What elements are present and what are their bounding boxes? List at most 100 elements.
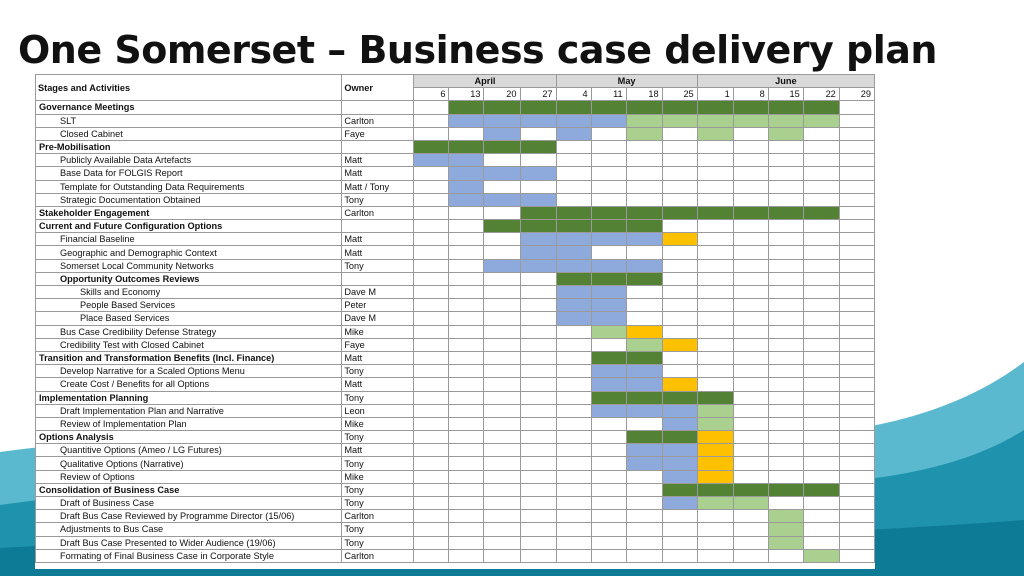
owner-cell: Faye [341, 337, 415, 352]
gantt-bar-cell [519, 245, 557, 260]
gantt-bar-cell [590, 232, 627, 247]
week-cell [483, 284, 521, 300]
gantt-bar-cell [519, 166, 557, 181]
week-cell [732, 430, 769, 445]
week-header: 27 [519, 87, 557, 102]
week-cell [483, 509, 521, 524]
owner-cell: Tony [341, 364, 415, 379]
week-cell [732, 179, 769, 194]
week-cell [661, 324, 698, 339]
gantt-bar-cell [661, 482, 698, 498]
week-cell [413, 258, 450, 273]
week-cell [448, 284, 485, 300]
table-row: Stakeholder Engagement Carlton [34, 205, 876, 221]
table-row: Opportunity Outcomes Reviews [34, 271, 876, 287]
owner-cell: Tony [341, 430, 415, 445]
week-cell [767, 284, 804, 300]
activity-label: Governance Meetings [34, 100, 343, 115]
week-cell [590, 548, 627, 563]
week-cell [448, 377, 485, 392]
gantt-bar-cell [696, 205, 734, 221]
table-row: SLT Carlton [34, 113, 876, 128]
gantt-bar-cell [448, 179, 485, 194]
week-cell [448, 271, 485, 287]
gantt-bar-cell [590, 311, 627, 326]
week-cell [732, 377, 769, 392]
owner-cell: Leon [341, 403, 415, 418]
week-cell [483, 364, 521, 379]
week-cell [838, 166, 876, 181]
week-cell [519, 377, 557, 392]
gantt-bar-cell [555, 271, 592, 287]
gantt-bar-cell [483, 113, 521, 128]
week-cell [413, 179, 450, 194]
week-cell [661, 522, 698, 537]
gantt-bar-cell [555, 100, 592, 115]
week-cell [838, 548, 876, 563]
week-header: 18 [625, 87, 663, 102]
gantt-bar-cell [625, 390, 663, 405]
activity-label: Qualitative Options (Narrative) [34, 456, 343, 471]
week-cell [555, 482, 592, 498]
gantt-bar-cell [483, 166, 521, 181]
activity-label: Credibility Test with Closed Cabinet [34, 337, 343, 352]
activity-label: Somerset Local Community Networks [34, 258, 343, 273]
week-cell [802, 258, 840, 273]
week-cell [802, 179, 840, 194]
gantt-bar-cell [519, 258, 557, 273]
activity-label: Implementation Planning [34, 390, 343, 405]
week-cell [555, 495, 592, 511]
week-cell [483, 153, 521, 168]
week-cell [519, 324, 557, 339]
week-cell [802, 153, 840, 168]
gantt-bar-cell [696, 443, 734, 458]
week-header: 15 [767, 87, 804, 102]
activity-label: Current and Future Configuration Options [34, 219, 343, 234]
week-cell [519, 179, 557, 194]
owner-cell: Carlton [341, 509, 415, 524]
table-row: Template for Outstanding Data Requiremen… [34, 179, 876, 194]
week-cell [732, 284, 769, 300]
week-cell [413, 311, 450, 326]
week-cell [838, 179, 876, 194]
week-cell [767, 456, 804, 471]
gantt-bar-cell [625, 271, 663, 287]
week-cell [413, 535, 450, 550]
activity-label: Draft Bus Case Reviewed by Programme Dir… [34, 509, 343, 524]
gantt-bar-cell [483, 100, 521, 115]
gantt-bar-cell [413, 139, 450, 155]
gantt-bar-cell [696, 390, 734, 405]
owner-cell: Matt [341, 245, 415, 260]
week-cell [838, 232, 876, 247]
week-cell [413, 443, 450, 458]
gantt-bar-cell [519, 219, 557, 234]
week-cell [802, 311, 840, 326]
week-cell [625, 509, 663, 524]
activity-label: Stakeholder Engagement [34, 205, 343, 221]
week-cell [732, 245, 769, 260]
table-row: Review of Implementation Plan Mike [34, 416, 876, 432]
table-row: Publicly Available Data Artefacts Matt [34, 153, 876, 168]
week-cell [732, 456, 769, 471]
week-cell [555, 456, 592, 471]
gantt-bar-cell [802, 100, 840, 115]
gantt-bar-cell [802, 548, 840, 563]
week-cell [555, 139, 592, 155]
week-cell [838, 219, 876, 234]
week-cell [732, 298, 769, 313]
owner-cell: Matt / Tony [341, 179, 415, 194]
week-cell [413, 232, 450, 247]
activity-label: SLT [34, 113, 343, 128]
gantt-bar-cell [625, 113, 663, 128]
week-cell [802, 416, 840, 432]
week-cell [661, 535, 698, 550]
gantt-bar-cell [625, 377, 663, 392]
week-cell [448, 350, 485, 366]
week-cell [802, 271, 840, 287]
week-cell [555, 390, 592, 405]
activity-label: Opportunity Outcomes Reviews [34, 271, 343, 287]
gantt-bar-cell [767, 522, 804, 537]
gantt-bar-cell [696, 456, 734, 471]
gantt-bar-cell [413, 153, 450, 168]
gantt-bar-cell [767, 509, 804, 524]
